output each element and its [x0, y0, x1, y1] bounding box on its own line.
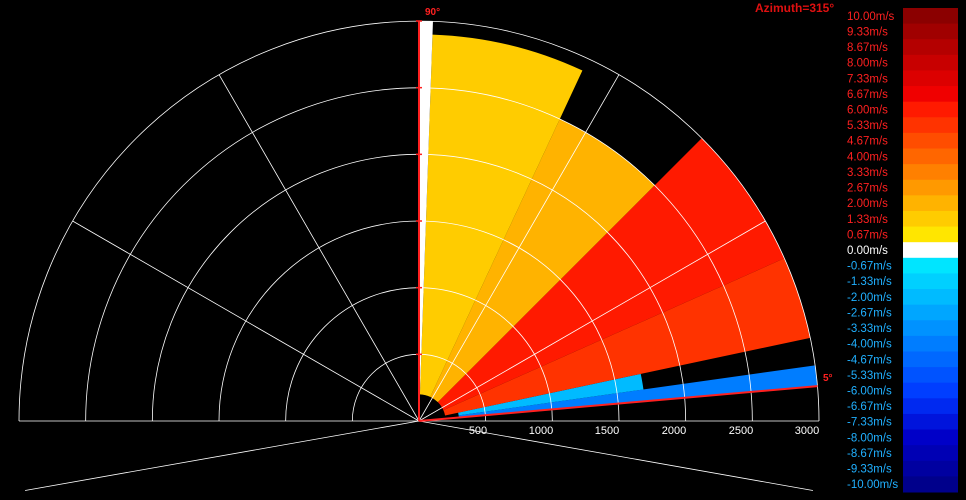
- colorbar-label: -6.67m/s: [847, 401, 892, 413]
- radial-tick-label: 500: [469, 425, 487, 437]
- colorbar-label: 0.00m/s: [847, 245, 888, 257]
- colorbar-label: 0.67m/s: [847, 229, 888, 241]
- azimuth-spoke: [418, 420, 813, 491]
- colorbar-swatch: [903, 101, 958, 118]
- colorbar-swatch: [903, 70, 958, 87]
- colorbar-label: -9.33m/s: [847, 464, 892, 476]
- colorbar-label: -10.00m/s: [847, 479, 898, 491]
- colorbar-label: 1.33m/s: [847, 214, 888, 226]
- colorbar-swatch: [903, 335, 958, 352]
- colorbar-swatch: [903, 148, 958, 165]
- colorbar-label: 9.33m/s: [847, 26, 888, 38]
- colorbar-label: 3.33m/s: [847, 167, 888, 179]
- colorbar-label: -4.67m/s: [847, 354, 892, 366]
- colorbar-label: -7.33m/s: [847, 417, 892, 429]
- azimuth-spoke: [418, 220, 766, 422]
- azimuth-spoke: [218, 74, 420, 422]
- colorbar-label: -6.00m/s: [847, 386, 892, 398]
- colorbar-label: -0.67m/s: [847, 261, 892, 273]
- colorbar-swatch: [903, 351, 958, 368]
- colorbar-swatch: [903, 179, 958, 196]
- colorbar-label: 2.67m/s: [847, 183, 888, 195]
- colorbar-swatch: [903, 132, 958, 150]
- radial-tick-label: 2500: [729, 425, 753, 437]
- colorbar-label: 10.00m/s: [847, 11, 895, 23]
- velocity-sector: [437, 138, 785, 411]
- colorbar-swatch: [903, 413, 958, 431]
- colorbar-swatch: [903, 398, 958, 415]
- colorbar-label: 2.00m/s: [847, 198, 888, 210]
- azimuth-spoke: [418, 74, 620, 422]
- velocity-sector: [419, 34, 583, 397]
- angle-label-end: 90°: [425, 7, 440, 18]
- colorbar-label: 8.67m/s: [847, 42, 888, 54]
- colorbar-swatch: [903, 210, 958, 228]
- angle-label-start: 5°: [823, 373, 833, 384]
- colorbar-swatch: [903, 289, 958, 306]
- colorbar: 10.00m/s 9.33m/s 8.67m/s 8.00m/s 7.33m/s 6.67…: [847, 8, 958, 493]
- colorbar-swatch: [903, 367, 958, 384]
- colorbar-label: 4.00m/s: [847, 151, 888, 163]
- radial-tick-label: 1500: [595, 425, 619, 437]
- colorbar-swatch: [903, 445, 958, 462]
- velocity-sector: [443, 258, 811, 416]
- colorbar-label: 7.33m/s: [847, 73, 888, 85]
- colorbar-swatch: [903, 226, 958, 243]
- colorbar-label: -8.67m/s: [847, 448, 892, 460]
- radial-tick-label: 3000: [795, 425, 819, 437]
- sector-axes: [416, 20, 818, 422]
- colorbar-swatch: [903, 39, 958, 56]
- colorbar-label: -8.00m/s: [847, 432, 892, 444]
- colorbar-swatch: [903, 460, 958, 477]
- colorbar-swatch: [903, 164, 958, 181]
- colorbar-swatch: [903, 257, 958, 274]
- colorbar-swatch: [903, 304, 958, 321]
- radial-tick-label: 1000: [529, 425, 553, 437]
- colorbar-label: 5.33m/s: [847, 120, 888, 132]
- velocity-field: [419, 21, 818, 421]
- colorbar-label: -2.67m/s: [847, 307, 892, 319]
- velocity-sector: [430, 118, 655, 403]
- colorbar-swatch: [903, 476, 958, 493]
- colorbar-swatch: [903, 273, 958, 290]
- colorbar-label: 8.00m/s: [847, 58, 888, 70]
- chart-title: Azimuth=315°: [755, 1, 834, 15]
- azimuth-spoke: [25, 420, 420, 491]
- colorbar-swatch: [903, 242, 958, 259]
- colorbar-swatch: [903, 86, 958, 103]
- colorbar-label: 4.67m/s: [847, 136, 888, 148]
- colorbar-swatch: [903, 8, 958, 25]
- velocity-sector: [458, 365, 818, 418]
- radial-tick-label: 2000: [662, 425, 686, 437]
- colorbar-swatch: [903, 429, 958, 446]
- colorbar-swatch: [903, 23, 958, 40]
- colorbar-label: 6.67m/s: [847, 89, 888, 101]
- colorbar-label: -1.33m/s: [847, 276, 892, 288]
- colorbar-label: 6.00m/s: [847, 104, 888, 116]
- sector-axis: [418, 385, 818, 422]
- colorbar-label: -5.33m/s: [847, 370, 892, 382]
- colorbar-swatch: [903, 382, 958, 399]
- colorbar-label: -3.33m/s: [847, 323, 892, 335]
- azimuth-spoke: [72, 220, 420, 422]
- colorbar-swatch: [903, 54, 958, 71]
- colorbar-label: -2.00m/s: [847, 292, 892, 304]
- colorbar-swatch: [903, 195, 958, 212]
- colorbar-label: -4.00m/s: [847, 339, 892, 351]
- velocity-sector: [458, 373, 644, 416]
- colorbar-swatch: [903, 117, 958, 134]
- colorbar-swatch: [903, 320, 958, 337]
